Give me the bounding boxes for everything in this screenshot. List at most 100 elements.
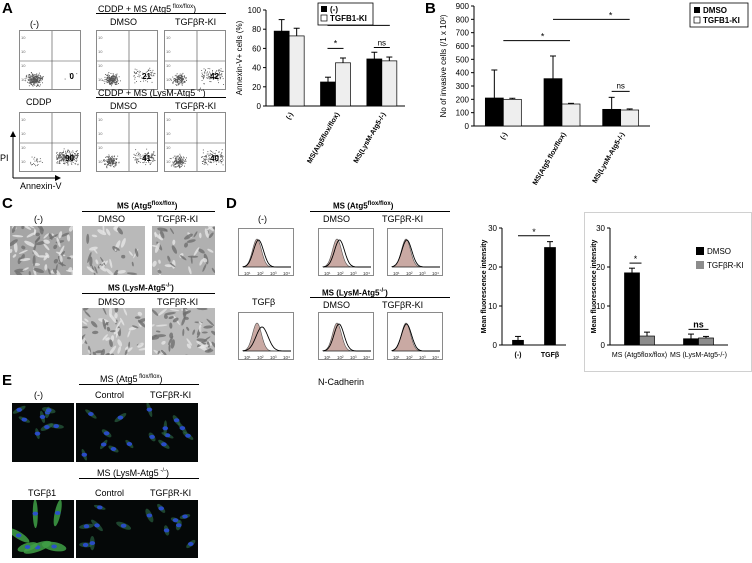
- panel-label-e: E: [2, 372, 13, 389]
- legend: DMSO TGFβR-KI: [696, 247, 744, 270]
- micrograph-neg: [10, 226, 73, 275]
- c-dmso-label-2: DMSO: [98, 297, 125, 307]
- legend-swatch: [321, 6, 327, 12]
- cells: [10, 226, 73, 275]
- y-tick-label: 600: [456, 42, 470, 51]
- tick-label: 10: [166, 77, 171, 82]
- tick-label: 10: [21, 117, 26, 122]
- e-header-atg5: MS (Atg5 flox/flox): [100, 374, 163, 384]
- sig-label: *: [609, 10, 613, 20]
- bar: [512, 339, 524, 346]
- x-tick-label: TGFβ: [541, 352, 560, 359]
- micrograph-lysm-dmso: [82, 308, 145, 355]
- flow-plot-dmso: 10 10 10 10 21: [96, 30, 158, 90]
- y-tick-label: 80: [252, 25, 261, 34]
- legend-box: [317, 2, 374, 26]
- legend-swatch: [320, 14, 328, 22]
- y-tick-label: 100: [456, 109, 470, 118]
- tick-label: 10: [98, 145, 103, 150]
- legend-label: TGFB1-KI: [330, 14, 367, 23]
- e-tgfb1-label: TGFβ1: [28, 488, 57, 498]
- panel-label-c: C: [2, 195, 13, 212]
- d-dmso-label: DMSO: [323, 214, 350, 224]
- tick-label: 10: [98, 131, 103, 136]
- ncadherin-histogram: [322, 239, 371, 268]
- x-tick-label: MS(Atg5 flox/flox): [532, 132, 568, 187]
- e-control-label-2: Control: [95, 488, 125, 498]
- y-tick-label: 200: [456, 95, 470, 104]
- y-tick-label: 10: [596, 302, 605, 311]
- y-tick-label: 60: [252, 44, 261, 53]
- y-tick-label: 30: [488, 224, 497, 233]
- y-tick-label: 0: [601, 341, 606, 350]
- bar: [381, 60, 398, 107]
- e-neg-label: (-): [34, 390, 43, 400]
- tick-label: 10: [21, 35, 26, 40]
- cells: [82, 308, 145, 355]
- legend-swatch: [694, 7, 700, 13]
- y-tick-label: 300: [456, 82, 470, 91]
- legend-label: TGFB1-KI: [703, 16, 740, 25]
- hist-tick: 10³: [350, 355, 357, 360]
- flow-plot-ki: 10 10 10 10 42: [164, 30, 226, 90]
- axis-arrows: [10, 131, 61, 181]
- c-ki-label: TGFβR-KI: [157, 214, 199, 224]
- histogram-lysm-ki: 10¹ 10² 10³ 10⁴: [387, 312, 443, 360]
- dmso-label-2: DMSO: [110, 101, 137, 111]
- panel-label-b: B: [425, 0, 436, 17]
- e-control-label: Control: [95, 390, 125, 400]
- sig-label: ns: [616, 81, 624, 90]
- dmso-label: DMSO: [110, 17, 137, 27]
- bar: [335, 62, 351, 107]
- hist-tick: 10¹: [244, 271, 251, 276]
- flow-plot-lysm-dmso: 10 10 10 10 41: [96, 112, 158, 172]
- d-neg-label: (-): [258, 214, 267, 224]
- flow-plot-neg: 10 10 10 10 0: [19, 30, 81, 90]
- c-header-lysm: MS (LysM-Atg5-/-): [108, 283, 174, 293]
- x-tick-label: MS (Atg5flox/flox): [612, 352, 667, 359]
- d-ki-label-2: TGFβR-KI: [382, 300, 424, 310]
- hist-tick: 10¹: [393, 271, 400, 276]
- fluorescence-lysm-ki: [136, 500, 198, 558]
- tick-label: 10: [21, 131, 26, 136]
- y-tick-label: 900: [456, 2, 470, 11]
- d-dmso-label-2: DMSO: [323, 300, 350, 310]
- histogram-atg5-ki: 10¹ 10² 10³ 10⁴: [387, 228, 443, 276]
- y-tick-label: 40: [252, 64, 261, 73]
- y-tick-label: 400: [456, 69, 470, 78]
- hist-tick: 10²: [337, 271, 344, 276]
- y-tick-label: 20: [252, 83, 261, 92]
- hist-tick: 10¹: [244, 355, 251, 360]
- y-tick-label: 20: [596, 263, 605, 272]
- invasion-bar-chart: 0 100 200 300 400 500 600 700 800 900 No of invasi…: [440, 2, 749, 187]
- d-header-lysm: MS (LysM-Atg5-/-): [322, 288, 388, 298]
- y-tick-label: 0: [493, 341, 498, 350]
- hist-tick: 10⁴: [363, 271, 370, 276]
- stained-cells: [12, 405, 64, 440]
- ncadherin-histogram: [242, 326, 291, 352]
- cell-dots: [102, 67, 156, 87]
- flow-plot-lysm-ki: 10 10 10 10 40: [164, 112, 226, 172]
- sig-label: ns: [693, 319, 704, 329]
- bar: [698, 337, 714, 346]
- fluorescence-atg5-control: [76, 403, 138, 462]
- hist-tick: 10²: [337, 355, 344, 360]
- y-tick-label: 30: [596, 224, 605, 233]
- ncadherin-axis-label: N-Cadherin: [318, 377, 365, 387]
- histogram-atg5-dmso: 10¹ 10² 10³ 10⁴: [318, 228, 374, 276]
- y-axis-label: No of invasive cells (/1 x 10³): [440, 14, 448, 117]
- tick-label: 10: [98, 159, 103, 164]
- cell-dots: [25, 72, 78, 87]
- hist-tick: 10²: [257, 355, 264, 360]
- d-tgfb-label: TGFβ: [252, 297, 276, 307]
- bar: [502, 98, 522, 127]
- micrograph-lysm-ki: [152, 308, 215, 355]
- y-tick-label: 0: [465, 122, 470, 131]
- tick-label: 10: [98, 35, 103, 40]
- hist-tick: 10⁴: [432, 355, 439, 360]
- hist-tick: 10¹: [324, 355, 331, 360]
- x-tick-label: (-): [500, 132, 510, 142]
- panel-label-a: A: [2, 0, 13, 17]
